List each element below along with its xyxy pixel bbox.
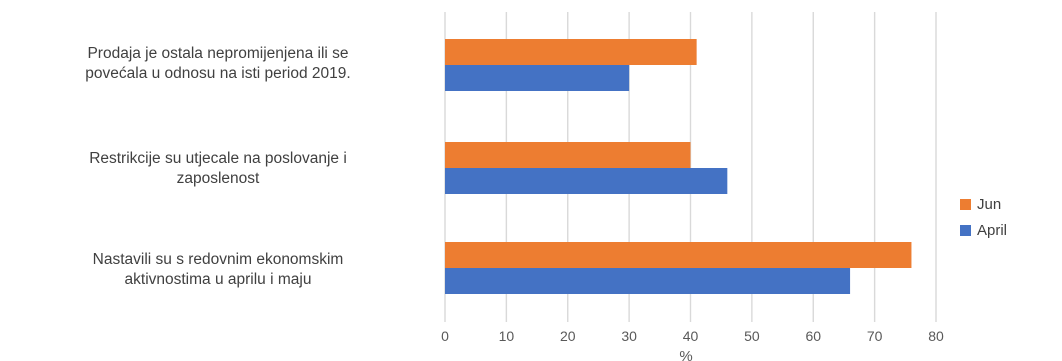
x-tick-label: 20 [560, 328, 576, 344]
x-axis-label: % [679, 348, 692, 361]
x-tick-label: 0 [441, 328, 449, 344]
x-axis-ticks: 0 10 20 30 40 50 60 70 80 [441, 328, 944, 344]
category-label-line: Nastavili su s redovnim ekonomskim [92, 251, 344, 268]
category-label-line: zaposlenost [176, 170, 260, 187]
x-tick-label: 30 [621, 328, 637, 344]
legend-label-april: April [977, 222, 1008, 239]
category-label-line: povećala u odnosu na isti period 2019. [85, 65, 351, 82]
x-tick-label: 10 [499, 328, 515, 344]
category-label-line: Prodaja je ostala nepromijenjena ili se [87, 45, 349, 62]
category-label-2: Nastavili su s redovnim ekonomskim aktivn… [8, 250, 428, 290]
x-tick-label: 70 [867, 328, 883, 344]
category-label-line: aktivnostima u aprilu i maju [124, 271, 312, 288]
legend-swatch-jun [960, 199, 971, 210]
x-tick-label: 80 [928, 328, 944, 344]
category-label-1: Restrikcije su utjecale na poslovanje i z… [8, 149, 428, 189]
bar-april-1 [445, 168, 728, 194]
legend-swatch-april [960, 225, 971, 236]
bar-jun-1 [445, 142, 691, 168]
bar-april-0 [445, 65, 630, 91]
bar-april-2 [445, 268, 851, 294]
bar-jun-0 [445, 39, 697, 65]
x-tick-label: 40 [683, 328, 699, 344]
x-tick-label: 60 [805, 328, 821, 344]
legend-item-april: April [960, 222, 1007, 239]
x-tick-label: 50 [744, 328, 760, 344]
legend-item-jun: Jun [960, 196, 1001, 213]
category-label-0: Prodaja je ostala nepromijenjena ili se p… [8, 44, 428, 84]
legend-label-jun: Jun [977, 196, 1002, 213]
bars [445, 39, 912, 294]
category-label-line: Restrikcije su utjecale na poslovanje i [89, 150, 347, 167]
bar-jun-2 [445, 242, 912, 268]
